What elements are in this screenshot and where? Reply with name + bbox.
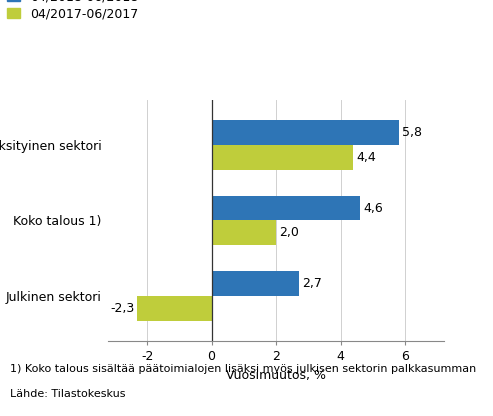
- Text: Lähde: Tilastokeskus: Lähde: Tilastokeskus: [10, 389, 125, 399]
- X-axis label: Vuosimuutos, %: Vuosimuutos, %: [226, 369, 326, 382]
- Bar: [211, 220, 276, 245]
- Text: 4,4: 4,4: [356, 151, 377, 164]
- Text: 4,6: 4,6: [363, 201, 383, 215]
- Text: -2,3: -2,3: [110, 302, 134, 315]
- Bar: [211, 145, 353, 170]
- Bar: [211, 120, 398, 145]
- Text: 2,0: 2,0: [280, 226, 299, 240]
- Bar: [211, 196, 360, 220]
- Bar: [138, 296, 211, 321]
- Text: 5,8: 5,8: [402, 126, 422, 139]
- Text: 1) Koko talous sisältää päätoimialojen lisäksi myös julkisen sektorin palkkasumm: 1) Koko talous sisältää päätoimialojen l…: [10, 364, 476, 374]
- Text: 2,7: 2,7: [302, 277, 322, 290]
- Bar: [211, 271, 299, 296]
- Legend: 04/2018-06/2018, 04/2017-06/2017: 04/2018-06/2018, 04/2017-06/2017: [7, 0, 138, 20]
